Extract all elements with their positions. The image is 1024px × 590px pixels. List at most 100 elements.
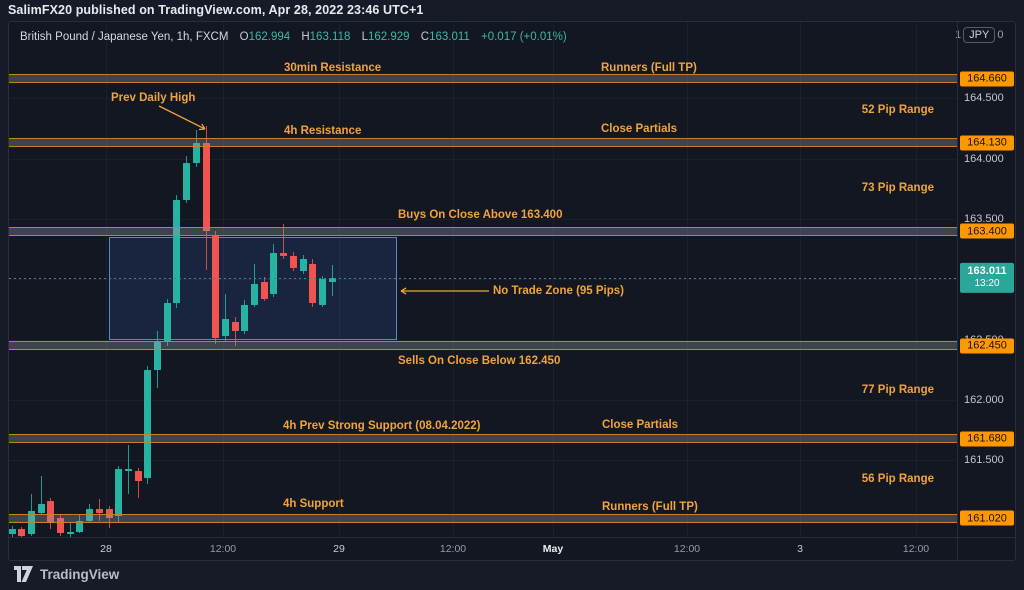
time-axis-label: 12:00 (439, 543, 467, 555)
current-price-badge: 163.011 13:20 (960, 262, 1014, 293)
horizontal-gridline (9, 460, 957, 461)
candle (105, 508, 113, 518)
vertical-gridline (553, 22, 554, 537)
symbol-legend: British Pound / Japanese Yen, 1h, FXCM O… (20, 31, 567, 43)
candle (192, 142, 200, 163)
candle (260, 281, 268, 299)
vertical-gridline (453, 22, 454, 537)
candle (37, 503, 45, 513)
price-level-badge: 161.680 (960, 431, 1014, 446)
time-axis-label: 12:00 (673, 543, 701, 555)
vertical-gridline (339, 22, 340, 537)
tradingview-logo-text: TradingView (40, 566, 120, 582)
candle-wick (234, 316, 236, 346)
chart-annotation: 4h Support (283, 498, 344, 510)
axis-header-fragment-right: 0 (997, 29, 1004, 41)
horizontal-gridline (9, 279, 957, 280)
candle (289, 256, 297, 268)
axis-header-fragment-left: 1 (955, 29, 962, 41)
chart-annotation: 73 Pip Range (861, 182, 934, 194)
vertical-gridline (106, 22, 107, 537)
time-axis-label: 12:00 (209, 543, 237, 555)
vertical-gridline (223, 22, 224, 537)
ohlc-high-label: H (301, 31, 310, 43)
candle (163, 303, 171, 341)
candle (95, 508, 103, 513)
price-level-badge: 163.400 (960, 223, 1014, 239)
candle (183, 163, 191, 200)
candle (231, 321, 239, 331)
bar-countdown: 13:20 (974, 278, 1000, 290)
horizontal-gridline (9, 98, 957, 99)
currency-unit-button[interactable]: JPY (963, 27, 996, 43)
key-level-band (9, 74, 957, 83)
horizontal-gridline (9, 158, 957, 160)
candle (299, 258, 307, 271)
candle (318, 279, 326, 305)
chart-annotation: 4h Resistance (284, 125, 362, 137)
chart-annotation: Runners (Full TP) (602, 501, 698, 513)
axis-corner (957, 537, 1017, 562)
candle (86, 508, 94, 521)
chart-pane[interactable]: 30min Resistance Runners (Full TP) Prev Da… (9, 22, 957, 537)
time-axis-label: 29 (333, 543, 345, 555)
vertical-gridline (687, 22, 688, 537)
candle (173, 199, 181, 303)
price-axis-label: 161.500 (964, 454, 1004, 466)
candle (9, 529, 16, 534)
candle-wick (137, 467, 139, 498)
candle (66, 531, 74, 534)
current-price-value: 163.011 (967, 264, 1007, 277)
ohlc-open-value: 162.994 (248, 31, 291, 43)
price-level-badge: 161.020 (960, 510, 1014, 526)
horizontal-gridline (9, 218, 957, 220)
vertical-gridline (916, 22, 917, 537)
candle (144, 369, 152, 478)
price-axis-label: 163.500 (964, 212, 1004, 225)
candle (241, 304, 249, 331)
chart-annotation: 4h Prev Strong Support (08.04.2022) (283, 420, 481, 432)
price-axis[interactable]: 164.500164.000163.500162.500162.000161.5… (957, 22, 1017, 537)
symbol-title: British Pound / Japanese Yen, 1h, FXCM (20, 31, 229, 43)
tradingview-logo[interactable]: TradingView (14, 566, 119, 582)
chart-annotation: Buys On Close Above 163.400 (398, 209, 563, 221)
candle (280, 252, 288, 256)
time-axis-label: 12:00 (902, 543, 930, 555)
current-price-line (9, 277, 957, 279)
ohlc-low-value: 162.929 (367, 31, 410, 43)
candle (76, 520, 84, 532)
chart-annotation: Runners (Full TP) (601, 62, 697, 74)
price-axis-label: 164.500 (964, 92, 1004, 104)
tradingview-logo-icon (14, 566, 33, 582)
chart-annotation: 30min Resistance (284, 62, 382, 74)
candle (270, 252, 278, 294)
vertical-gridline (800, 22, 801, 537)
horizontal-gridline (9, 400, 957, 401)
candle (154, 340, 161, 370)
candle-wick (40, 476, 42, 515)
candle-wick (69, 523, 71, 537)
chart-annotation: 77 Pip Range (861, 384, 934, 396)
chart-annotation: 52 Pip Range (861, 104, 934, 116)
candle (115, 468, 123, 516)
candle (309, 263, 317, 303)
key-level-band (9, 434, 957, 443)
horizontal-gridline (9, 339, 957, 341)
price-axis-label: 164.000 (964, 152, 1004, 165)
price-axis-label: 162.000 (964, 394, 1004, 406)
horizontal-gridline (9, 520, 957, 522)
price-level-badge: 164.660 (960, 71, 1014, 86)
time-axis[interactable]: 28 12:00 29 12:00 May 12:00 3 12:00 (9, 537, 957, 562)
candle-wick (283, 223, 285, 259)
key-level-band (9, 138, 957, 147)
price-level-badge: 164.130 (960, 135, 1014, 150)
ohlc-open-label: O (239, 31, 249, 43)
time-axis-label: 3 (797, 543, 803, 555)
chart-annotation: No Trade Zone (95 Pips) (493, 285, 624, 297)
ohlc-high-value: 163.118 (309, 31, 351, 43)
chart-annotation: Close Partials (601, 123, 678, 135)
candle (328, 277, 336, 282)
key-level-band (9, 513, 957, 523)
key-level-band (9, 341, 957, 350)
